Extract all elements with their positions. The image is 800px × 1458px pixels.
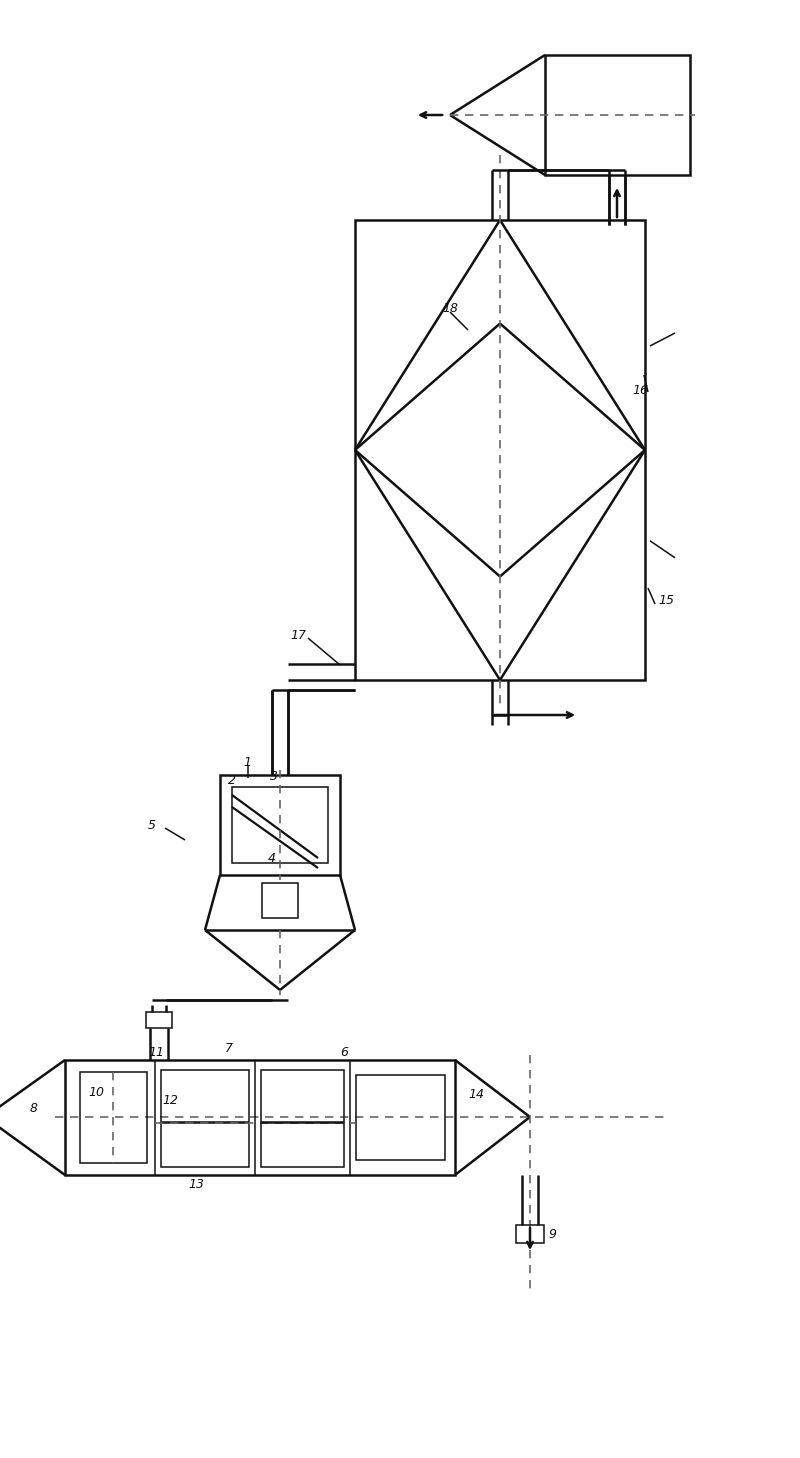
Bar	[545, 55, 690, 175]
Bar	[65, 1060, 455, 1175]
Bar	[161, 1123, 249, 1166]
Text: 10: 10	[88, 1086, 104, 1098]
Text: 18: 18	[442, 302, 458, 315]
Bar	[146, 1012, 172, 1028]
Text: 1: 1	[243, 755, 251, 768]
Text: 6: 6	[340, 1045, 348, 1059]
Bar	[262, 884, 298, 919]
Bar	[220, 776, 340, 875]
Bar	[80, 1072, 147, 1163]
Bar	[355, 220, 645, 679]
Bar	[261, 1070, 344, 1121]
Bar	[161, 1070, 249, 1121]
Text: 17: 17	[290, 628, 306, 642]
Text: 5: 5	[148, 818, 156, 831]
Bar	[261, 1123, 344, 1166]
Text: 4: 4	[268, 851, 276, 865]
Text: 3: 3	[270, 770, 278, 783]
Text: 11: 11	[148, 1047, 164, 1060]
Bar	[232, 787, 328, 863]
Text: 2: 2	[228, 774, 236, 786]
Text: 12: 12	[162, 1094, 178, 1107]
Text: 8: 8	[30, 1101, 38, 1114]
Text: 16: 16	[632, 383, 648, 397]
Bar	[356, 1075, 445, 1161]
Text: 13: 13	[188, 1178, 204, 1191]
Bar	[516, 1225, 544, 1244]
Text: 9: 9	[548, 1229, 556, 1242]
Text: 14: 14	[468, 1089, 484, 1101]
Text: 7: 7	[225, 1041, 233, 1054]
Text: 15: 15	[658, 593, 674, 607]
